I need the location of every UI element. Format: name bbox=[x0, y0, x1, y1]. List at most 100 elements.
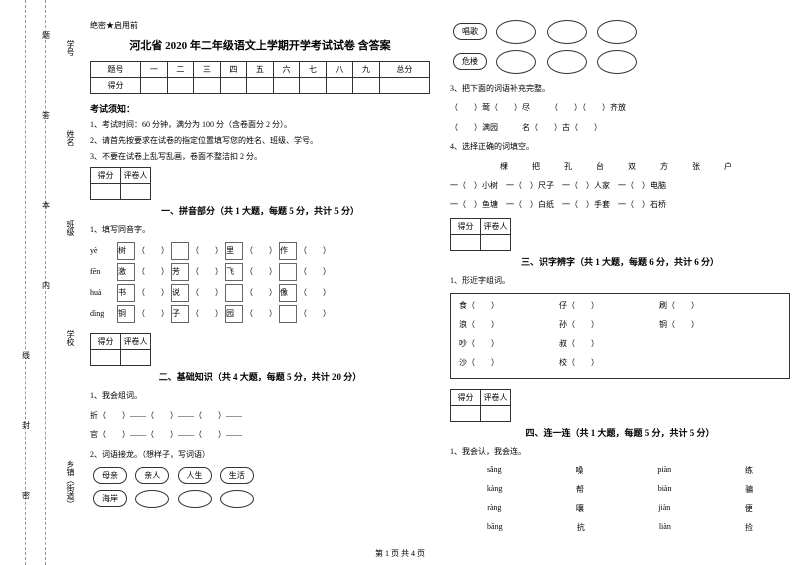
question-label: 1、填写同音字。 bbox=[90, 223, 430, 237]
blank-oval[interactable] bbox=[178, 490, 212, 508]
match-item: piàn bbox=[657, 465, 671, 476]
binding-sidebar: 学号 姓名 班级 学校 乡镇（街道） 题 答 本 内 线 封 密 bbox=[0, 0, 80, 565]
score-header: 总分 bbox=[379, 62, 429, 78]
score-cell[interactable] bbox=[220, 78, 247, 94]
char-box[interactable]: 像 bbox=[279, 284, 297, 302]
score-cell[interactable] bbox=[141, 78, 168, 94]
dashed-line bbox=[25, 0, 26, 565]
seal-mark: 题 bbox=[42, 30, 50, 41]
char-box[interactable]: 园 bbox=[225, 305, 243, 323]
blank-oval[interactable] bbox=[135, 490, 169, 508]
match-item: kàng bbox=[487, 484, 503, 495]
bubble-row: 唱歌 bbox=[450, 20, 790, 44]
pinyin-area: yè树（ ）（ ）里（ ）作（ ）fēn激（ ）芳（ ）飞（ ）（ ）huà书（… bbox=[90, 242, 430, 323]
exam-title: 河北省 2020 年二年级语文上学期开学考试试卷 含答案 bbox=[90, 37, 430, 53]
fill-line: 官（ ）——（ ）——（ ）—— bbox=[90, 428, 430, 442]
fill-line: 一（ ）鱼塘 一（ ）白纸 一（ ）手套 一（ ）石桥 bbox=[450, 198, 790, 212]
blank-oval[interactable] bbox=[547, 50, 587, 74]
blank-oval[interactable] bbox=[547, 20, 587, 44]
page-number: 第 1 页 共 4 页 bbox=[0, 548, 800, 559]
word-bubble: 唱歌 bbox=[453, 23, 487, 40]
score-cell[interactable] bbox=[379, 78, 429, 94]
grade-label: 评卷人 bbox=[121, 334, 151, 350]
seal-mark: 本 bbox=[42, 200, 50, 211]
char-box[interactable]: 树 bbox=[117, 242, 135, 260]
grade-cell[interactable] bbox=[481, 406, 511, 422]
match-item: 便 bbox=[745, 503, 753, 514]
fill-line: 折（ ）——（ ）——（ ）—— bbox=[90, 409, 430, 423]
score-cell[interactable] bbox=[300, 78, 327, 94]
pinyin-row: huà书（ ）说（ ）（ ）像（ ） bbox=[90, 284, 430, 302]
blank-oval[interactable] bbox=[597, 50, 637, 74]
question-label: 3、把下面的词语补充完整。 bbox=[450, 82, 790, 96]
sidebar-label: 学校 bbox=[65, 330, 76, 346]
notice-title: 考试须知： bbox=[90, 102, 430, 115]
char-box[interactable]: 书 bbox=[117, 284, 135, 302]
fill-line: （ ）莺（ ）尽 （ ）（ ）齐放 bbox=[450, 101, 790, 115]
word-bubble: 亲人 bbox=[135, 467, 169, 484]
grade-cell[interactable] bbox=[451, 406, 481, 422]
grade-cell[interactable] bbox=[481, 234, 511, 250]
char-box[interactable]: 激 bbox=[117, 263, 135, 281]
score-header: 七 bbox=[300, 62, 327, 78]
match-item: 练 bbox=[745, 465, 753, 476]
char-box[interactable] bbox=[279, 305, 297, 323]
grade-cell[interactable] bbox=[121, 350, 151, 366]
bubble-row: 危楼 bbox=[450, 50, 790, 74]
char-box[interactable]: 铜 bbox=[117, 305, 135, 323]
match-row: sǎng嗓piàn练 bbox=[450, 465, 790, 476]
score-header: 六 bbox=[273, 62, 300, 78]
score-cell: 得分 bbox=[91, 78, 141, 94]
grade-label: 得分 bbox=[91, 168, 121, 184]
char-box[interactable]: 芳 bbox=[171, 263, 189, 281]
char-row: 吵（ ）叔（ ） bbox=[459, 336, 781, 352]
char-box[interactable]: 飞 bbox=[225, 263, 243, 281]
sidebar-label: 学号 bbox=[65, 40, 76, 56]
score-cell[interactable] bbox=[194, 78, 221, 94]
char-box[interactable] bbox=[171, 242, 189, 260]
question-label: 1、形近字组词。 bbox=[450, 274, 790, 288]
fill-line: 一（ ）小树 一（ ）尺子 一（ ）人家 一（ ）电脑 bbox=[450, 179, 790, 193]
blank-oval[interactable] bbox=[220, 490, 254, 508]
char-box[interactable]: 里 bbox=[225, 242, 243, 260]
char-box[interactable] bbox=[225, 284, 243, 302]
char-row: 沙（ ）校（ ） bbox=[459, 355, 781, 371]
grade-box: 得分评卷人 bbox=[90, 333, 151, 366]
blank-oval[interactable] bbox=[496, 20, 536, 44]
question-label: 1、我会组词。 bbox=[90, 389, 430, 403]
char-compare-box: 食（ ）仔（ ）刷（ ）浪（ ）孙（ ）铜（ ）吵（ ）叔（ ）沙（ ）校（ ） bbox=[450, 293, 790, 379]
char-box[interactable] bbox=[279, 263, 297, 281]
score-cell[interactable] bbox=[247, 78, 274, 94]
match-item: 捡 bbox=[745, 522, 753, 533]
notice-item: 2、请首先按要求在试卷的指定位置填写您的姓名、班级、学号。 bbox=[90, 135, 430, 147]
grade-label: 得分 bbox=[451, 390, 481, 406]
pinyin-row: fēn激（ ）芳（ ）飞（ ）（ ） bbox=[90, 263, 430, 281]
blank-oval[interactable] bbox=[597, 20, 637, 44]
score-cell[interactable] bbox=[273, 78, 300, 94]
grade-cell[interactable] bbox=[91, 350, 121, 366]
section-title: 四、连一连（共 1 大题，每题 5 分，共计 5 分） bbox=[450, 426, 790, 439]
match-item: ràng bbox=[487, 503, 501, 514]
grade-label: 得分 bbox=[91, 334, 121, 350]
blank-oval[interactable] bbox=[496, 50, 536, 74]
score-header: 八 bbox=[326, 62, 353, 78]
grade-cell[interactable] bbox=[451, 234, 481, 250]
left-column: 绝密★启用前 河北省 2020 年二年级语文上学期开学考试试卷 含答案 题号 一… bbox=[90, 20, 430, 541]
grade-cell[interactable] bbox=[91, 184, 121, 200]
score-table: 题号 一 二 三 四 五 六 七 八 九 总分 得分 bbox=[90, 61, 430, 94]
seal-mark: 内 bbox=[42, 280, 50, 291]
section-title: 三、识字辨字（共 1 大题，每题 6 分，共计 6 分） bbox=[450, 255, 790, 268]
match-row: kàng帮biàn骗 bbox=[450, 484, 790, 495]
confidential-label: 绝密★启用前 bbox=[90, 20, 430, 31]
char-row: 食（ ）仔（ ）刷（ ） bbox=[459, 298, 781, 314]
char-box[interactable]: 说 bbox=[171, 284, 189, 302]
score-cell[interactable] bbox=[353, 78, 380, 94]
score-cell[interactable] bbox=[326, 78, 353, 94]
char-box[interactable]: 子 bbox=[171, 305, 189, 323]
match-row: ràng嚷jiàn便 bbox=[450, 503, 790, 514]
char-box[interactable]: 作 bbox=[279, 242, 297, 260]
score-cell[interactable] bbox=[167, 78, 194, 94]
grade-cell[interactable] bbox=[121, 184, 151, 200]
match-item: 抗 bbox=[577, 522, 585, 533]
seal-mark: 密 bbox=[22, 490, 30, 501]
